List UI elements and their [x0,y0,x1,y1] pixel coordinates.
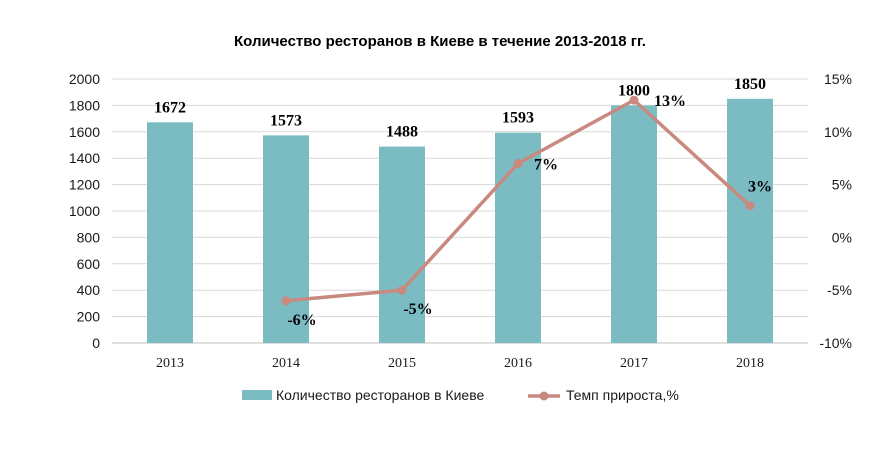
bar [727,98,773,343]
y-right-tick-label: 0% [832,229,852,245]
y-right-tick-label: -5% [827,282,852,298]
bar-data-label: 1800 [618,82,650,99]
growth-rate-point [281,296,291,306]
x-tick-label: 2016 [504,356,532,371]
bar-data-label: 1593 [502,110,534,127]
growth-rate-point [397,285,407,295]
growth-rate-data-label: 3% [748,179,772,196]
y-right-tick-label: -10% [819,335,852,351]
y-left-tick-label: 800 [77,229,101,245]
growth-rate-data-label: 7% [534,156,558,173]
y-left-tick-label: 0 [92,335,100,351]
y-left-tick-label: 200 [77,309,101,325]
bar-data-label: 1850 [734,76,766,93]
y-left-tick-label: 1000 [69,203,100,219]
chart-title: Количество ресторанов в Киеве в течение … [234,33,646,50]
y-right-tick-label: 15% [824,71,852,87]
y-left-tick-label: 400 [77,282,101,298]
legend-label-restaurants: Количество ресторанов в Киеве [276,387,484,403]
x-tick-label: 2017 [620,356,648,371]
y-left-tick-label: 2000 [69,71,100,87]
y-left-tick-label: 1200 [69,177,100,193]
legend-marker-growth [539,391,549,401]
bar-data-label: 1672 [154,99,186,116]
y-right-tick-label: 10% [824,124,852,140]
x-tick-label: 2014 [272,356,300,371]
growth-rate-data-label: -5% [403,301,432,318]
growth-rate-point [513,158,523,168]
y-left-tick-label: 600 [77,256,101,272]
growth-rate-point [629,95,639,105]
x-tick-label: 2018 [736,356,764,371]
x-tick-label: 2013 [156,356,184,371]
x-tick-label: 2015 [388,356,416,371]
bar [379,146,425,343]
y-left-tick-label: 1400 [69,150,100,166]
legend-swatch-restaurants [242,390,272,400]
bar-data-label: 1573 [270,112,302,129]
growth-rate-point [745,201,755,211]
bar [147,122,193,344]
legend-label-growth: Темп прироста,% [566,387,679,403]
y-left-tick-label: 1600 [69,124,100,140]
bar-data-label: 1488 [386,124,418,141]
bar [263,135,309,343]
growth-rate-data-label: -6% [287,312,316,329]
y-left-tick-label: 1800 [69,97,100,113]
growth-rate-data-label: 13% [654,93,686,110]
bar [611,105,657,344]
y-right-tick-label: 5% [832,177,852,193]
